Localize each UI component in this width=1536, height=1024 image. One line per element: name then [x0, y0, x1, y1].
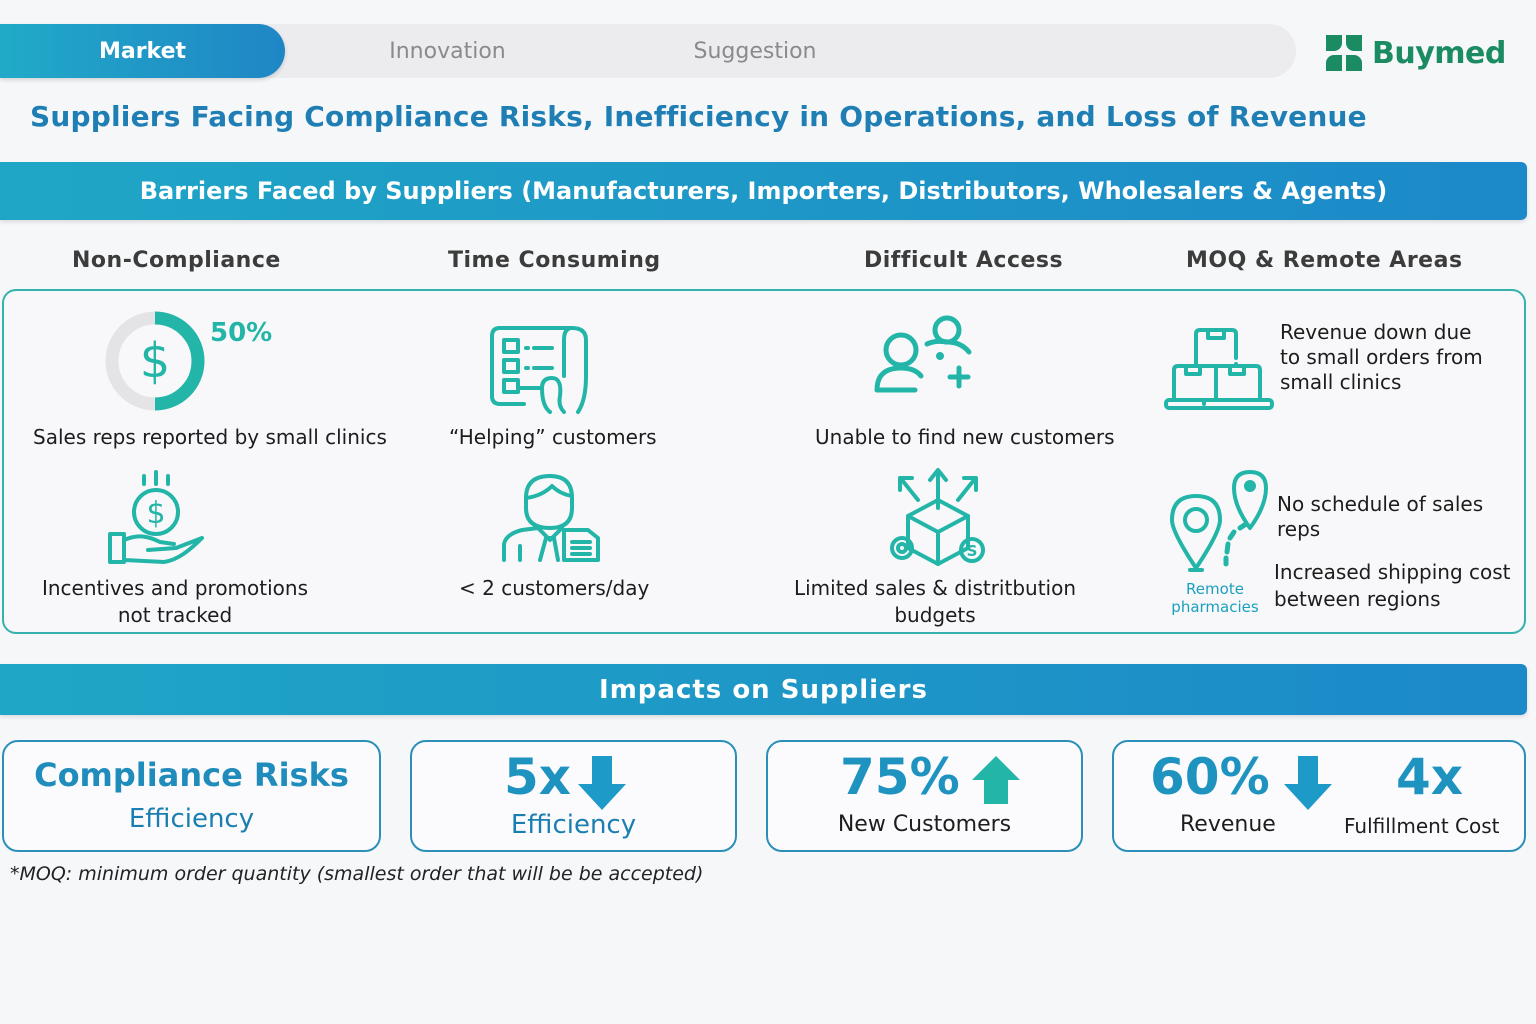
- impact-card-new-customers: 75% New Customers: [766, 740, 1083, 852]
- barriers-panel: [2, 289, 1526, 634]
- footnote: *MOQ: minimum order quantity (smallest o…: [10, 863, 704, 885]
- tab-innovation[interactable]: Innovation: [389, 38, 506, 64]
- box-distribution-icon: S: [890, 468, 985, 566]
- impact-label: New Customers: [837, 812, 1012, 837]
- svg-text:$: $: [140, 333, 171, 389]
- barriers-banner: Barriers Faced by Suppliers (Manufacture…: [0, 162, 1527, 220]
- tab-bar: Market Innovation Suggestion: [0, 24, 1296, 78]
- impact-value: 5x: [504, 748, 572, 806]
- sales-rep-icon: [502, 474, 600, 562]
- text-unable-find-customers: Unable to find new customers: [815, 425, 1115, 449]
- svg-text:$: $: [146, 496, 165, 531]
- impacts-banner: Impacts on Suppliers: [0, 664, 1527, 715]
- text-line: small clinics: [1280, 370, 1402, 394]
- donut-progress: [154, 311, 205, 411]
- checklist-hand-icon: [490, 326, 588, 414]
- brand-logo: Buymed: [1326, 34, 1506, 72]
- text-customers-per-day: < 2 customers/day: [459, 576, 650, 600]
- impact-label: Efficiency: [510, 810, 637, 840]
- hand-coin-icon: $: [108, 470, 204, 564]
- heading-difficult-access: Difficult Access: [864, 248, 1064, 273]
- map-pins-icon: [1170, 470, 1268, 572]
- text-line: budgets: [894, 603, 976, 627]
- dollar-donut-icon: $: [105, 311, 205, 411]
- arrow-down-icon: [578, 756, 626, 810]
- text-line: to small orders from: [1280, 345, 1483, 369]
- text-line: No schedule of sales: [1277, 492, 1484, 516]
- impact-label-fulfillment: Fulfillment Cost: [1344, 814, 1500, 838]
- brand-name: Buymed: [1372, 35, 1506, 71]
- impact-value: 75%: [840, 748, 960, 806]
- heading-time-consuming: Time Consuming: [448, 248, 661, 273]
- arrow-down-icon: [1284, 756, 1332, 810]
- text-revenue-down: Revenue down due to small orders from sm…: [1280, 320, 1483, 395]
- text-shipping-cost: Increased shipping cost between regions: [1274, 559, 1511, 613]
- remote-pharmacies-label: Remote pharmacies: [1160, 580, 1270, 616]
- text-no-schedule: No schedule of sales reps: [1277, 492, 1483, 542]
- heading-non-compliance: Non-Compliance: [72, 248, 281, 273]
- text-line: Increased shipping cost: [1274, 560, 1511, 584]
- text-line: reps: [1277, 517, 1321, 541]
- text-line: pharmacies: [1171, 598, 1259, 616]
- text-line: Incentives and promotions: [41, 576, 308, 600]
- stat-50-percent: 50%: [210, 318, 273, 348]
- arrow-up-icon: [972, 756, 1020, 804]
- impact-value-fulfillment: 4x: [1396, 748, 1464, 806]
- text-line: between regions: [1274, 587, 1441, 611]
- add-users-icon: [874, 315, 972, 393]
- text-incentives: Incentives and promotions not tracked: [20, 575, 330, 629]
- text-line: not tracked: [117, 603, 233, 627]
- impact-card-compliance: Compliance Risks Efficiency: [2, 740, 381, 852]
- tab-market[interactable]: Market: [0, 24, 285, 78]
- impact-label-revenue: Revenue: [1180, 812, 1276, 837]
- text-helping-customers: “Helping” customers: [449, 425, 657, 449]
- impact-card-efficiency: 5x Efficiency: [410, 740, 737, 852]
- heading-moq-remote: MOQ & Remote Areas: [1186, 248, 1463, 273]
- svg-text:S: S: [967, 542, 978, 560]
- page-title: Suppliers Facing Compliance Risks, Ineff…: [30, 100, 1367, 133]
- text-line: Limited sales & distritbution: [793, 576, 1077, 600]
- text-line: Remote: [1186, 580, 1244, 598]
- buymed-logo-icon: [1326, 35, 1362, 71]
- impact-title: Compliance Risks: [34, 756, 349, 794]
- text-limited-budgets: Limited sales & distritbution budgets: [770, 575, 1100, 629]
- impact-value-revenue: 60%: [1150, 748, 1270, 806]
- stacked-boxes-icon: [1164, 328, 1274, 410]
- impact-card-revenue-cost: 60% Revenue 4x Fulfillment Cost: [1112, 740, 1526, 852]
- tab-suggestion[interactable]: Suggestion: [693, 38, 817, 64]
- impact-subtitle: Efficiency: [128, 804, 255, 834]
- text-line: Revenue down due: [1280, 320, 1472, 344]
- text-sales-reps: Sales reps reported by small clinics: [33, 425, 387, 449]
